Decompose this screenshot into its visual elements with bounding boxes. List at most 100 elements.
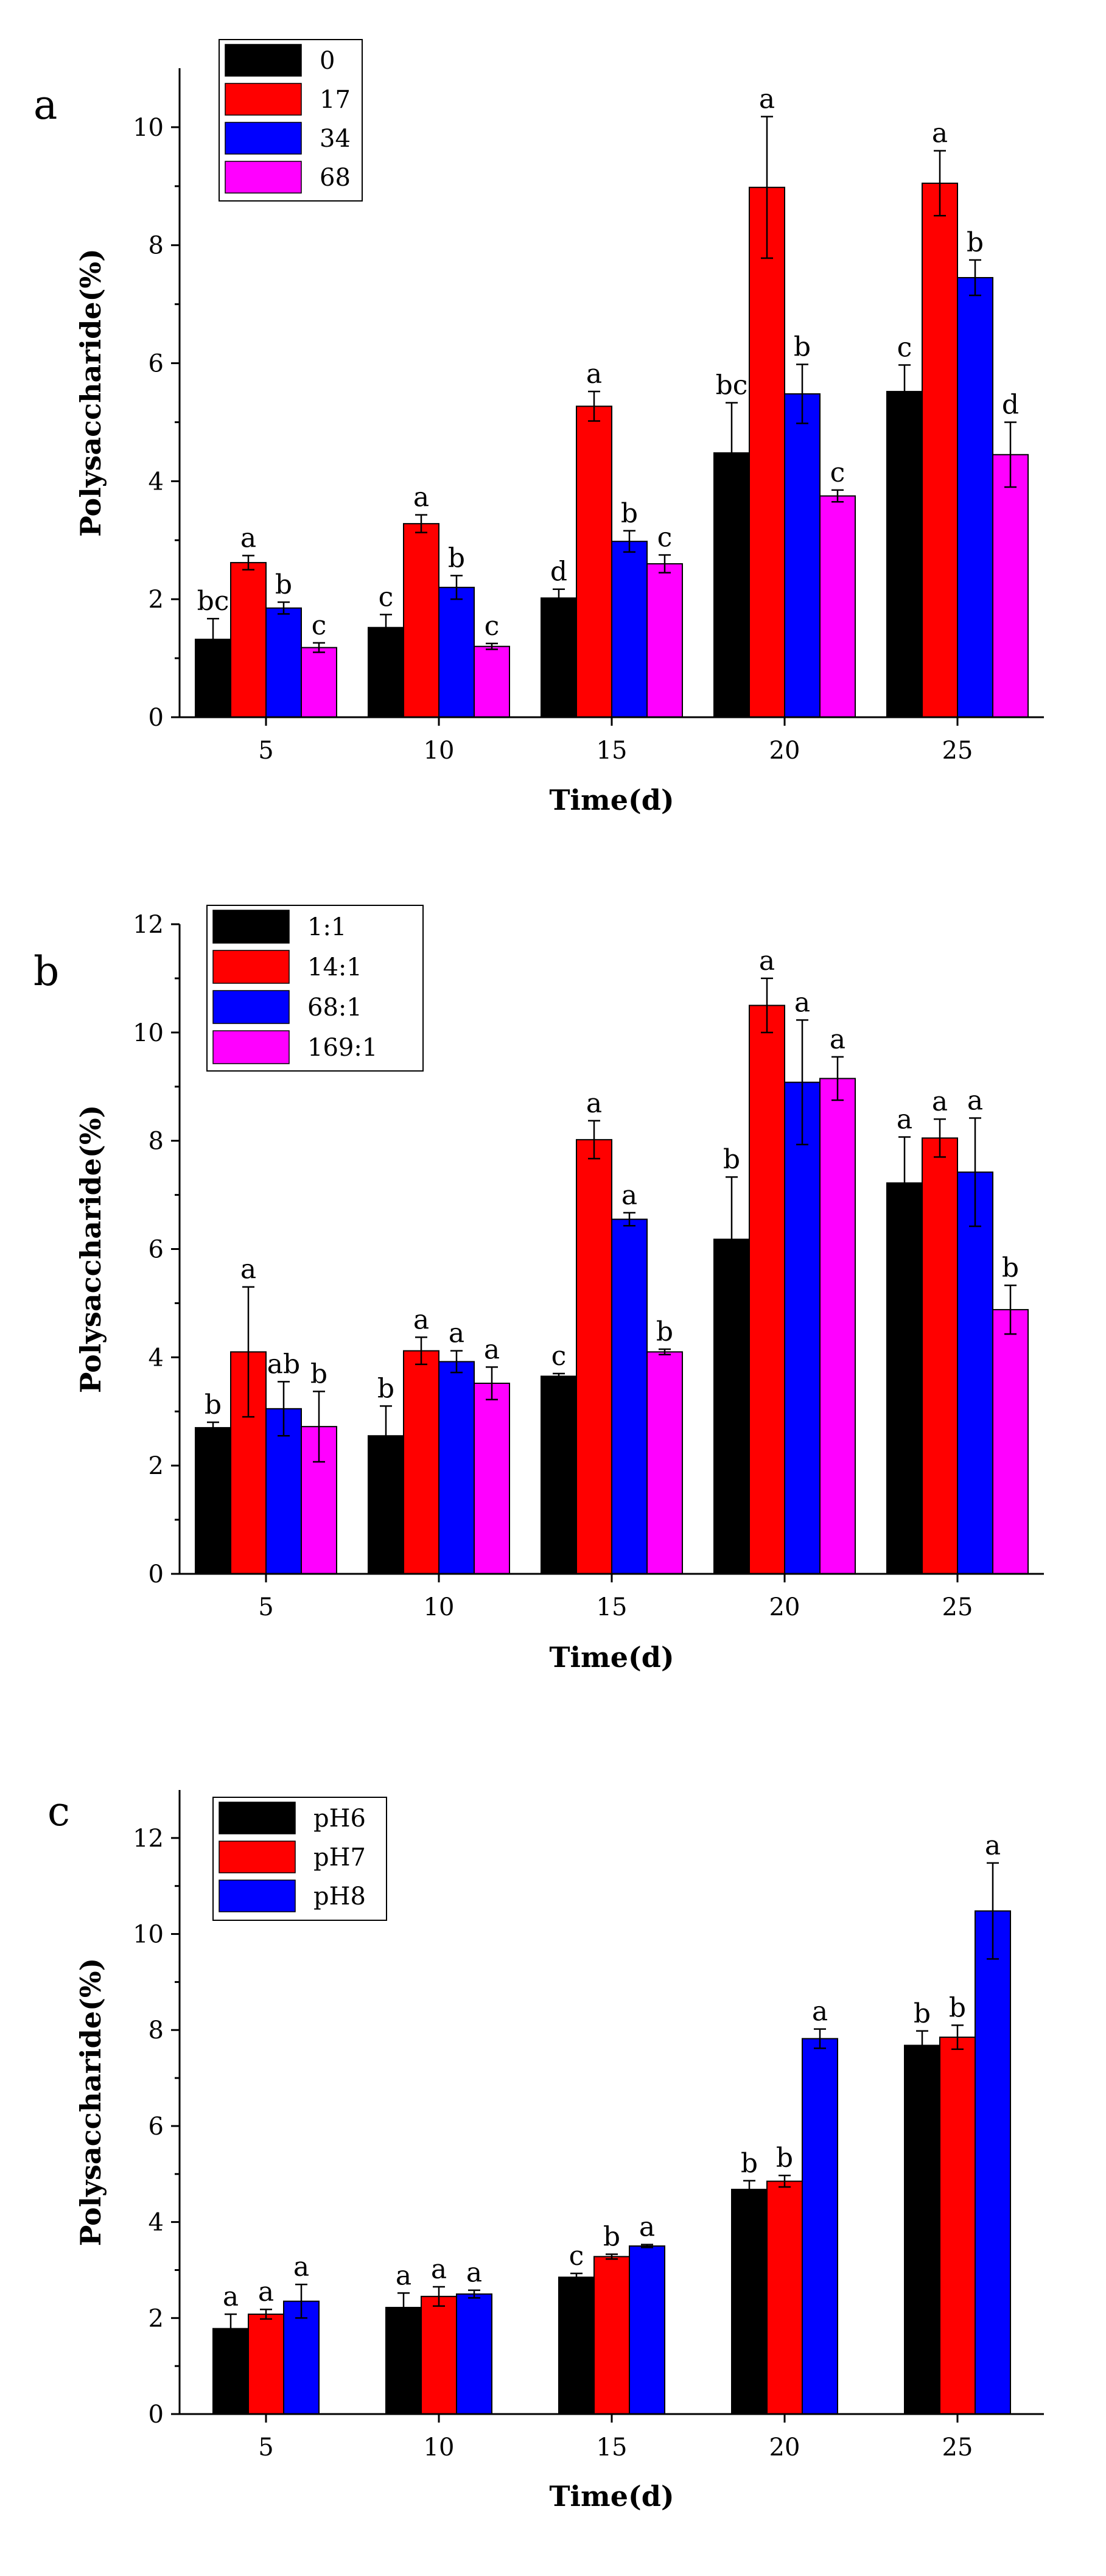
legend-swatch-17 [225, 83, 302, 116]
y-tick-label: 0 [149, 2401, 164, 2429]
x-axis-title: Time(d) [549, 1641, 674, 1674]
significance-label-b-169:1-5: b [310, 1358, 327, 1389]
x-tick-label: 15 [597, 737, 628, 765]
significance-label-c-pH7-25: b [949, 1992, 966, 2023]
panel-label: b [33, 948, 59, 995]
y-axis-title: Polysaccharide(%) [74, 1105, 107, 1394]
significance-label-b-169:1-15: b [656, 1316, 673, 1347]
bar-a-34-25 [957, 277, 993, 718]
y-tick-label: 10 [133, 1019, 164, 1047]
bar-c-pH7-25 [939, 2037, 976, 2415]
significance-label-a-34-5: b [275, 569, 292, 600]
x-axis-title: Time(d) [549, 784, 674, 816]
y-tick-label: 4 [149, 2209, 164, 2237]
significance-label-c-pH7-15: b [603, 2221, 620, 2252]
significance-label-b-68:1-25: a [967, 1085, 983, 1116]
bar-c-pH8-20 [802, 2038, 838, 2415]
x-tick-label: 20 [769, 2434, 800, 2462]
legend-label-1:1: 1:1 [307, 913, 346, 941]
y-axis-title: Polysaccharide(%) [74, 1958, 107, 2247]
significance-label-a-17-10: a [413, 482, 429, 513]
significance-label-c-pH6-10: a [396, 2260, 411, 2291]
significance-label-a-68-5: c [312, 610, 327, 641]
bar-a-34-5 [265, 607, 302, 718]
significance-label-a-0-10: c [379, 581, 394, 612]
bar-c-pH7-20 [766, 2180, 803, 2415]
significance-label-b-1:1-25: a [897, 1104, 912, 1135]
significance-label-b-14:1-15: a [586, 1088, 602, 1119]
x-tick-label: 25 [942, 737, 973, 765]
x-axis-title: Time(d) [549, 2480, 674, 2513]
bar-b-68:1-15 [611, 1218, 648, 1574]
bar-b-169:1-10 [474, 1383, 510, 1575]
panel-label: c [47, 1788, 70, 1835]
x-tick-label: 5 [258, 737, 273, 765]
bar-b-169:1-25 [992, 1309, 1029, 1574]
significance-label-b-1:1-15: c [551, 1341, 567, 1372]
x-tick-label: 5 [258, 2434, 273, 2462]
significance-label-b-1:1-5: b [205, 1389, 222, 1420]
significance-label-c-pH6-20: b [741, 2148, 758, 2179]
bar-b-68:1-25 [957, 1171, 993, 1574]
bar-b-1:1-25 [886, 1182, 923, 1574]
significance-label-b-68:1-20: a [794, 987, 810, 1018]
legend-swatch-pH6 [219, 1802, 296, 1834]
legend-label-68: 68 [320, 164, 351, 192]
legend-label-169:1: 169:1 [307, 1034, 377, 1062]
significance-label-b-169:1-25: b [1002, 1252, 1019, 1283]
bar-c-pH8-10 [456, 2293, 492, 2415]
significance-label-a-68-25: d [1002, 389, 1019, 420]
x-tick-label: 20 [769, 1593, 800, 1621]
significance-label-b-14:1-25: a [932, 1086, 948, 1117]
bar-a-0-15 [541, 597, 577, 718]
significance-label-a-34-10: b [448, 542, 465, 574]
bar-a-34-20 [784, 393, 821, 718]
significance-label-a-0-25: c [897, 332, 912, 363]
bar-c-pH6-25 [904, 2044, 940, 2415]
bar-a-34-15 [611, 541, 648, 718]
legend-swatch-pH7 [219, 1841, 296, 1873]
significance-label-c-pH6-15: c [569, 2241, 584, 2272]
bar-b-169:1-20 [819, 1078, 856, 1574]
bar-b-1:1-15 [541, 1375, 577, 1574]
legend-swatch-0 [225, 44, 302, 77]
x-tick-label: 5 [258, 1593, 273, 1621]
significance-label-b-169:1-20: a [830, 1024, 845, 1055]
legend-label-0: 0 [320, 47, 335, 75]
bar-a-68-15 [646, 563, 683, 718]
legend-swatch-14:1 [212, 950, 290, 984]
bar-a-17-15 [576, 405, 612, 718]
legend-swatch-169:1 [212, 1030, 290, 1064]
legend-label-68:1: 68:1 [307, 994, 362, 1022]
legend-label-pH6: pH6 [313, 1805, 366, 1833]
significance-label-c-pH8-15: a [639, 2212, 655, 2243]
significance-label-c-pH8-10: a [466, 2258, 482, 2289]
significance-label-a-17-15: a [586, 359, 602, 390]
significance-label-b-14:1-5: a [240, 1254, 256, 1285]
significance-label-a-34-15: b [621, 498, 638, 529]
x-tick-label: 25 [942, 1593, 973, 1621]
legend-label-14:1: 14:1 [307, 953, 362, 981]
bar-c-pH8-25 [975, 1910, 1011, 2415]
bar-a-17-10 [403, 523, 439, 718]
bar-b-68:1-10 [438, 1361, 475, 1575]
bar-a-68-5 [301, 647, 337, 718]
y-tick-label: 10 [133, 1921, 164, 1949]
y-tick-label: 4 [149, 1344, 164, 1372]
significance-label-a-17-20: a [759, 83, 775, 114]
y-tick-label: 0 [149, 1560, 164, 1588]
significance-label-a-0-5: bc [197, 586, 229, 617]
bar-b-14:1-15 [576, 1139, 612, 1574]
legend-swatch-pH8 [219, 1879, 296, 1912]
y-tick-label: 6 [149, 1236, 164, 1264]
legend-label-17: 17 [320, 86, 351, 114]
significance-label-a-68-20: c [830, 457, 845, 488]
panel-label: a [33, 82, 57, 128]
bar-b-14:1-10 [403, 1350, 439, 1574]
legend-label-pH8: pH8 [313, 1883, 366, 1911]
significance-label-a-0-15: d [550, 556, 567, 588]
bar-a-17-5 [230, 562, 267, 718]
x-tick-label: 25 [942, 2434, 973, 2462]
